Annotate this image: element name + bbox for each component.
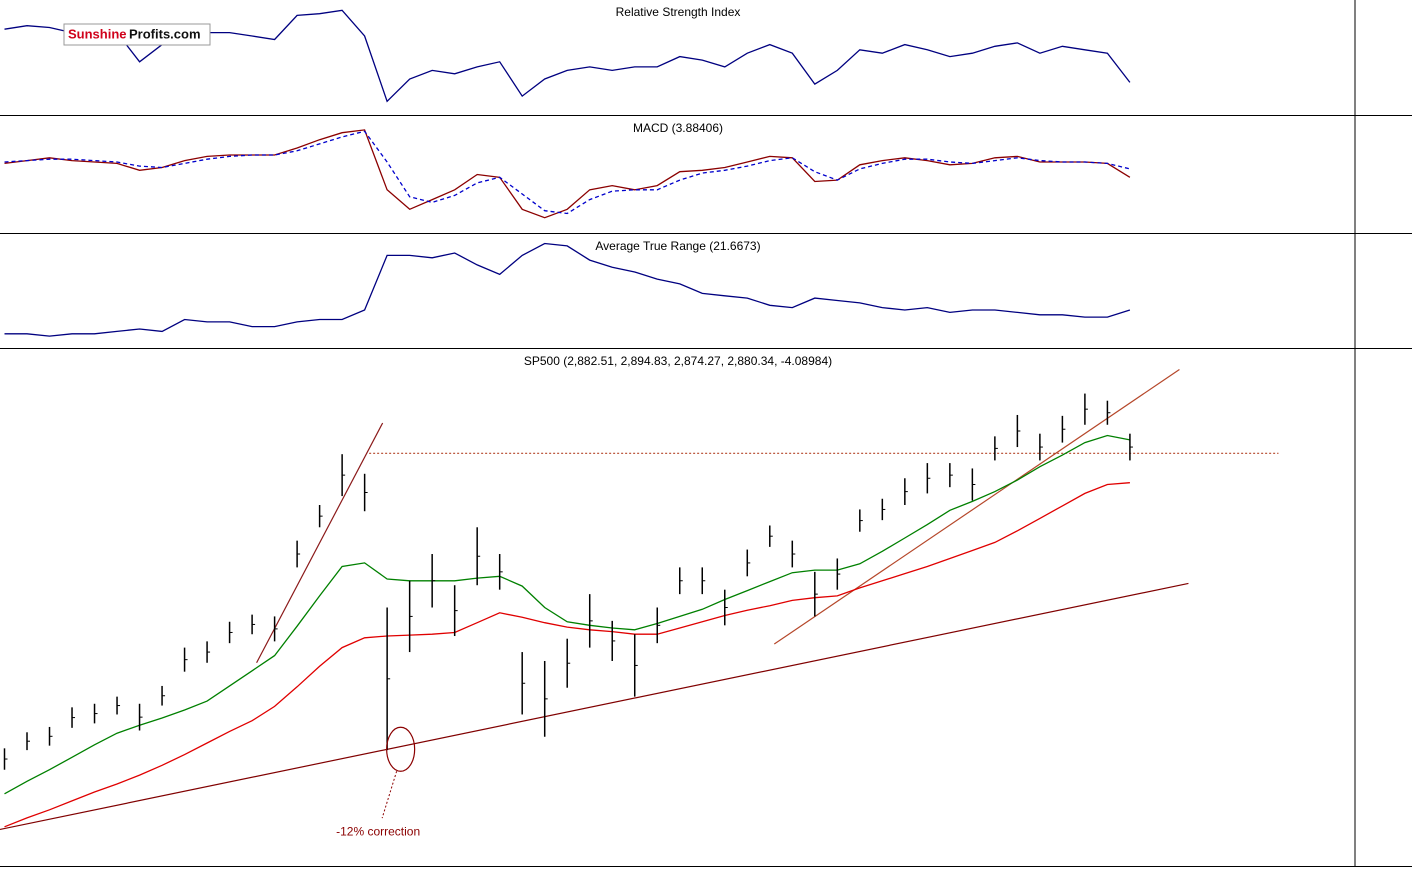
trend-line — [0, 582, 1189, 831]
annotation-connector — [381, 771, 398, 819]
annotation-circle — [386, 726, 416, 772]
trend-line — [256, 422, 384, 664]
series-line — [4, 482, 1130, 828]
series-line — [4, 434, 1131, 795]
trend-line — [773, 369, 1180, 645]
logo-text: Profits.com — [129, 26, 201, 41]
panel-title: MACD (3.88406) — [633, 121, 723, 135]
panel-title: SP500 (2,882.51, 2,894.83, 2,874.27, 2,8… — [524, 354, 832, 368]
series-line — [4, 130, 1131, 215]
logo-text: Sunshine — [68, 26, 127, 41]
series-line — [4, 242, 1131, 337]
axes — [0, 0, 1412, 867]
plots: Relative Strength Index MACD (3.88406) Ave… — [0, 5, 1279, 838]
panel-title: Relative Strength Index — [616, 5, 741, 19]
logo-box — [63, 23, 211, 46]
panel-title: Average True Range (21.6673) — [595, 239, 760, 253]
series-line — [4, 129, 1131, 219]
annotation: -12% correction — [336, 824, 420, 838]
logo: Sunshine Profits.com — [63, 23, 211, 46]
